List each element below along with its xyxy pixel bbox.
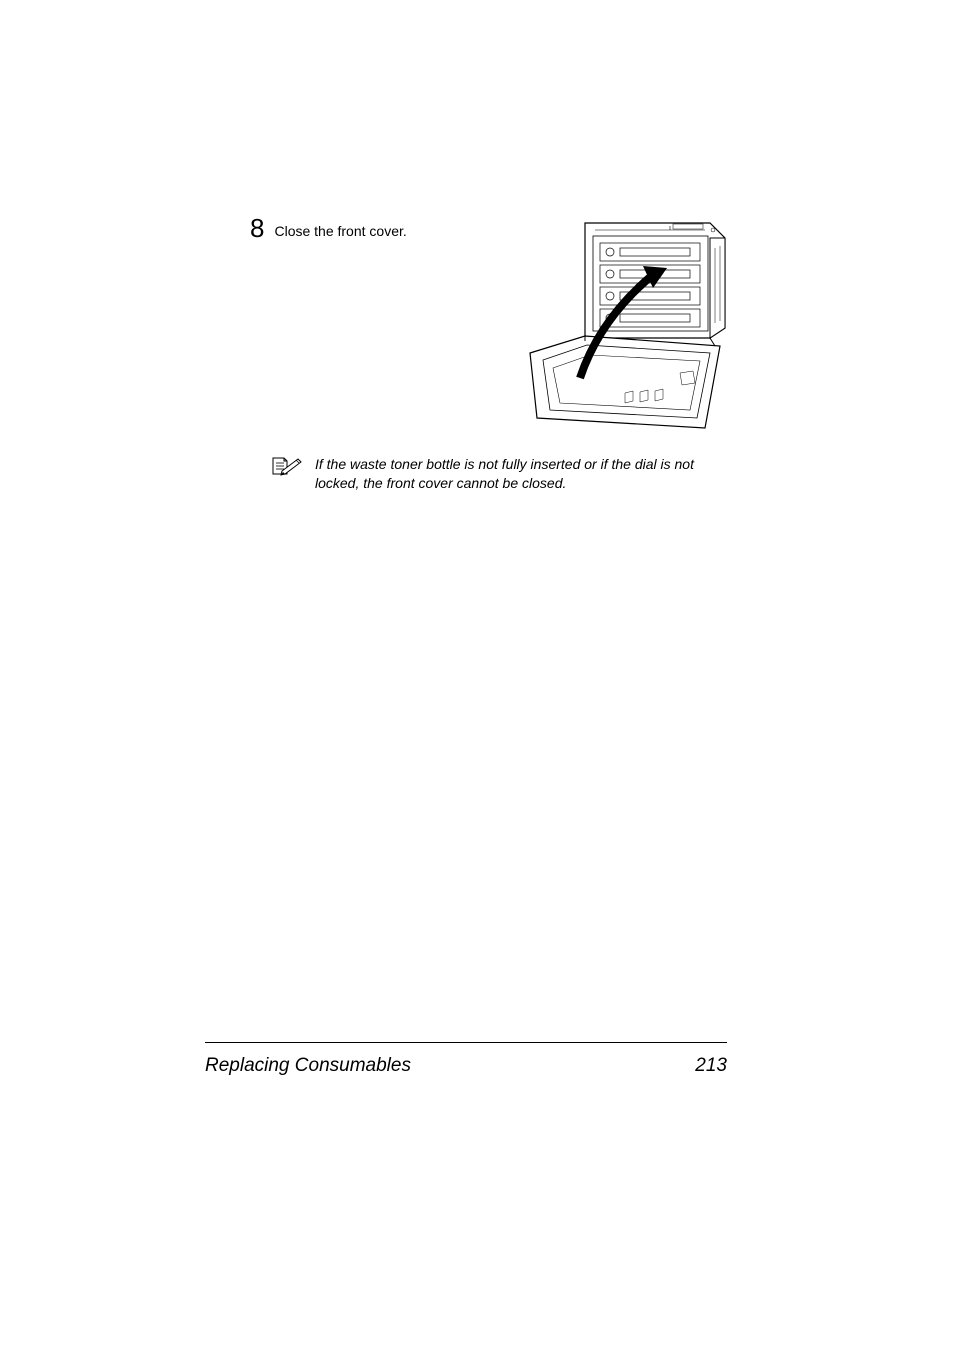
footer-divider: [205, 1042, 727, 1043]
note-text: If the waste toner bottle is not fully i…: [315, 455, 725, 493]
footer-title: Replacing Consumables: [205, 1055, 411, 1077]
note-row: If the waste toner bottle is not fully i…: [270, 455, 725, 493]
step-text: Close the front cover.: [274, 223, 406, 239]
printer-illustration: [525, 218, 730, 433]
footer-page: 213: [695, 1055, 727, 1077]
note-icon: [270, 455, 305, 477]
footer: Replacing Consumables 213: [205, 1055, 727, 1077]
step-number: 8: [250, 215, 264, 241]
